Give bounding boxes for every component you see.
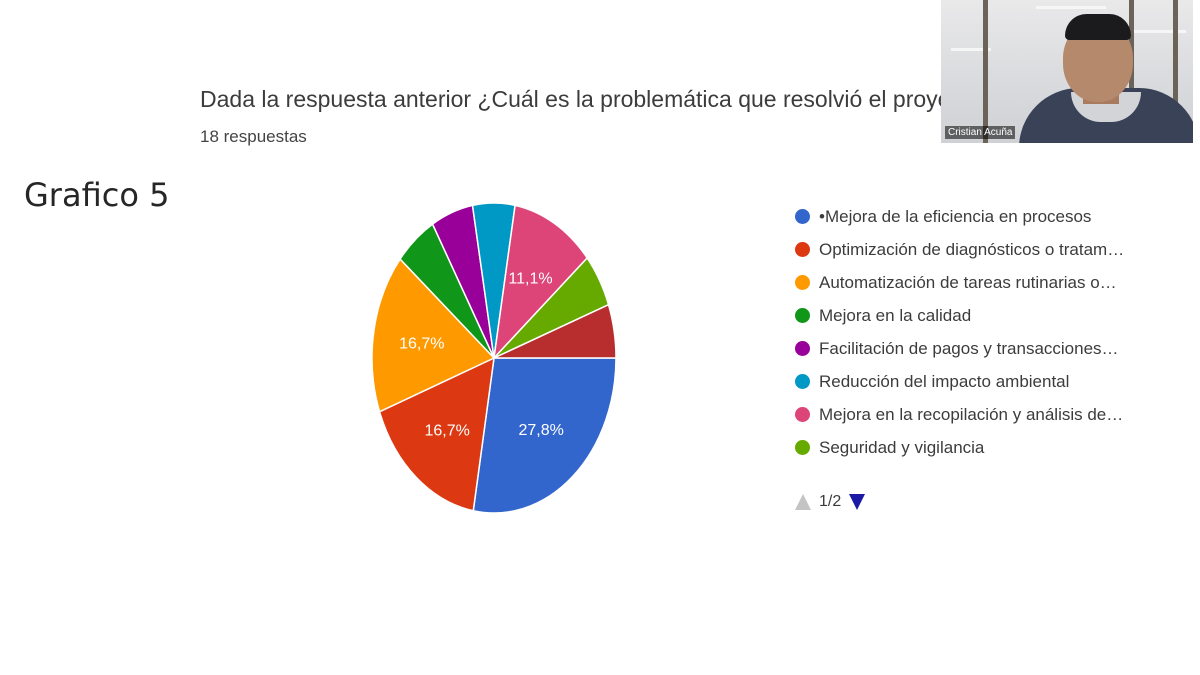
pie-slice-10 (493, 303, 617, 359)
legend-item-1: •Mejora de la eficiencia en procesos (795, 200, 1124, 233)
pie-chart: 27,8% 16,7% 16,7% 11,1% (371, 202, 617, 514)
chart-legend: •Mejora de la eficiencia en procesos Opti… (795, 200, 1124, 464)
question-title: Dada la respuesta anterior ¿Cuál es la p… (200, 86, 1001, 112)
participant-name: Cristian Acuña (945, 126, 1016, 139)
legend-swatch-5 (795, 341, 810, 356)
legend-label-1: •Mejora de la eficiencia en procesos (819, 206, 1092, 226)
legend-pager: 1/2 (795, 493, 866, 511)
slice-label-2: 16,7% (425, 423, 470, 440)
pie-slice-2 (378, 356, 495, 512)
pie-slice-3 (371, 257, 496, 413)
legend-label-8: Seguridad y vigilancia (819, 437, 985, 457)
legend-item-3: Automatización de tareas rutinarias o… (795, 266, 1124, 299)
legend-item-2: Optimización de diagnósticos o tratam… (795, 233, 1124, 266)
legend-swatch-4 (795, 308, 810, 323)
slide-label: Grafico 5 (24, 176, 170, 214)
legend-label-4: Mejora en la calidad (819, 305, 972, 325)
legend-swatch-6 (795, 374, 810, 389)
legend-label-6: Reducción del impacto ambiental (819, 371, 1070, 391)
legend-label-5: Facilitación de pagos y transacciones… (819, 338, 1119, 358)
legend-swatch-1 (795, 209, 810, 224)
pie-slice-7 (492, 204, 589, 361)
legend-swatch-8 (795, 440, 810, 455)
legend-label-2: Optimización de diagnósticos o tratam… (819, 239, 1125, 259)
slice-label-1: 27,8% (519, 422, 564, 439)
legend-item-6: Reducción del impacto ambiental (795, 365, 1124, 398)
response-count: 18 respuestas (200, 127, 307, 146)
legend-item-4: Mejora en la calidad (795, 299, 1124, 332)
slice-label-7: 11,1% (508, 270, 552, 287)
legend-item-8: Seguridad y vigilancia (795, 431, 1124, 464)
legend-swatch-3 (795, 275, 810, 290)
legend-label-3: Automatización de tareas rutinarias o… (819, 272, 1117, 292)
pager-up-icon[interactable] (795, 494, 811, 510)
legend-swatch-7 (795, 407, 810, 422)
slice-label-3: 16,7% (399, 335, 444, 352)
pager-down-icon[interactable] (849, 494, 866, 510)
pager-text: 1/2 (819, 493, 842, 510)
legend-label-7: Mejora en la recopilación y análisis de… (819, 404, 1124, 424)
webcam-video: Cristian Acuña (941, 0, 1193, 143)
legend-swatch-2 (795, 242, 810, 257)
legend-item-7: Mejora en la recopilación y análisis de… (795, 398, 1124, 431)
legend-item-5: Facilitación de pagos y transacciones… (795, 332, 1124, 365)
pie-slice-1 (472, 357, 617, 514)
